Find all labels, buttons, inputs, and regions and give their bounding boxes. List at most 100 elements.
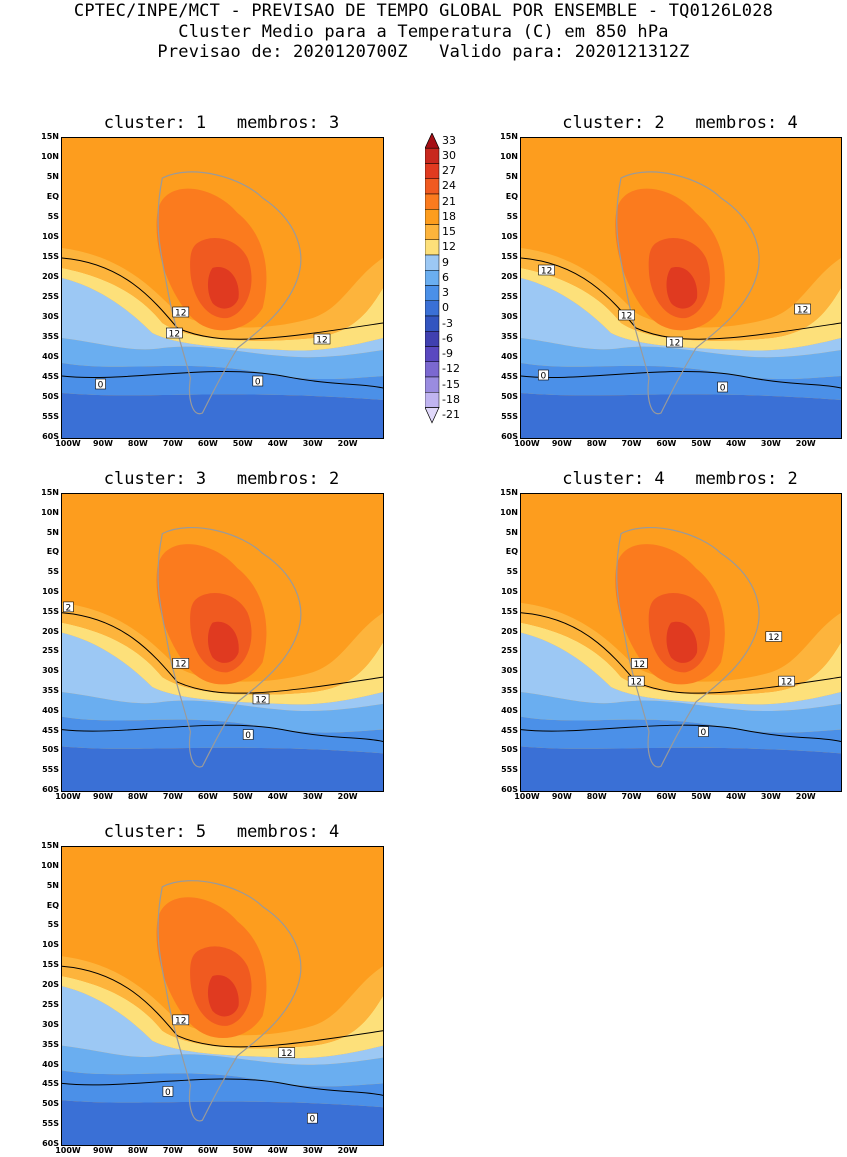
colorbar-swatch: [425, 285, 440, 301]
lon-label: 20W: [795, 792, 816, 801]
lat-label: 30S: [42, 312, 59, 321]
lat-label: 10S: [42, 587, 59, 596]
lat-label: 30S: [42, 1019, 59, 1029]
lat-label: 45S: [501, 372, 518, 381]
colorbar-tick-label: -9: [442, 347, 453, 361]
temperature-band-7: [62, 602, 383, 695]
contour-label-box: [172, 1014, 190, 1026]
contour-label-box: [162, 1086, 174, 1097]
continent-outline: [616, 526, 760, 768]
colorbar-tick-label: 27: [442, 164, 456, 178]
lat-label: 25S: [501, 646, 518, 656]
panel-title-1: cluster: 1 membros: 3: [103, 113, 340, 133]
colorbar-tick-label: 18: [442, 209, 456, 223]
contour-label-box: [278, 1047, 296, 1058]
temperature-band-6: [62, 622, 383, 705]
lat-label: 35S: [42, 332, 59, 341]
contour-label-box: [252, 375, 264, 387]
contour-label-box: [95, 378, 106, 390]
lat-label: EQ: [505, 547, 518, 557]
lat-label: 60S: [42, 785, 59, 794]
contour-label: 12: [175, 309, 186, 319]
lon-label: 80W: [586, 792, 607, 801]
temperature-band-4: [521, 338, 841, 380]
lat-label: 5N: [46, 172, 59, 181]
continent-outline: [157, 880, 302, 1122]
panel-title-4: cluster: 4 membros: 2: [562, 469, 798, 489]
contour-label: 12: [316, 336, 327, 346]
lon-label: 60W: [197, 792, 218, 801]
lat-label: EQ: [46, 900, 59, 910]
temperature-band-7: [521, 602, 841, 695]
lat-label: 15S: [501, 252, 518, 261]
contour-label: 0: [255, 378, 261, 388]
lon-label: 20W: [795, 439, 816, 448]
temperature-band-7: [62, 248, 383, 341]
lon-label: 50W: [232, 1146, 253, 1155]
colorbar-tick-label: 30: [442, 148, 456, 162]
lat-label: 60S: [42, 1139, 59, 1148]
lat-label: 10S: [42, 940, 59, 950]
lat-label: 15N: [41, 132, 59, 141]
temperature-band-4: [62, 1045, 383, 1087]
temperature-band-6: [521, 268, 841, 351]
contour-label: 12: [669, 339, 680, 349]
contour-label: 12: [781, 678, 792, 688]
lat-label: 45S: [42, 372, 59, 381]
temperature-band-2: [521, 393, 841, 438]
lat-label: 5S: [47, 920, 59, 930]
lat-label: 20S: [42, 272, 59, 281]
contour-label-box: [313, 333, 331, 345]
warm-region-3: [666, 267, 698, 309]
lon-label: 20W: [337, 792, 358, 801]
colorbar-bottom-arrow: [425, 407, 440, 424]
continent-outline: [157, 171, 302, 415]
lat-label: 5S: [47, 212, 59, 221]
lat-label: 30S: [501, 312, 518, 321]
lat-label: 60S: [501, 432, 518, 441]
lon-label: 40W: [726, 792, 747, 801]
contour-label-box: [307, 1112, 318, 1124]
colorbar-swatch: [425, 331, 440, 347]
lon-label: 70W: [621, 439, 642, 448]
lat-label: 15S: [42, 252, 59, 261]
lon-label: 90W: [92, 1146, 113, 1155]
temperature-band-6: [62, 268, 383, 351]
lat-label: 35S: [501, 332, 518, 341]
lon-label: 30W: [760, 792, 781, 801]
lat-label: 10N: [41, 152, 59, 161]
continent-outline: [616, 171, 760, 415]
contour-label: 12: [169, 330, 180, 340]
contour-0: [62, 1078, 383, 1096]
contour-label-box: [765, 631, 783, 642]
header-line-1: CPTEC/INPE/MCT - PREVISAO DE TEMPO GLOBA…: [73, 1, 774, 21]
temperature-band-4: [521, 692, 841, 733]
lon-label: 80W: [127, 1146, 148, 1155]
temperature-band-3: [62, 1070, 383, 1108]
colorbar-tick-label: 0: [442, 301, 449, 315]
lat-label: 10S: [501, 232, 518, 241]
temperature-band-5: [521, 278, 841, 358]
colorbar-swatch: [425, 163, 440, 179]
temperature-band-3: [521, 363, 841, 400]
temperature-field-5: 12 12 0 0: [62, 880, 383, 1145]
lon-label: 100W: [55, 439, 81, 448]
colorbar-graphic: [425, 133, 440, 424]
colorbar-swatch: [425, 209, 440, 225]
temperature-band-5: [62, 986, 383, 1065]
temperature-band-2: [521, 746, 841, 791]
lat-label: 45S: [42, 1079, 59, 1089]
contour-label-box: [252, 693, 270, 705]
lon-label: 50W: [691, 792, 712, 801]
colorbar-tick-label: 6: [442, 270, 449, 284]
lat-label: 50S: [42, 1099, 59, 1109]
temperature-band-4: [62, 338, 383, 380]
colorbar-tick-label: 12: [442, 240, 456, 254]
lat-label: 10N: [41, 507, 59, 517]
lon-label: 60W: [656, 439, 677, 448]
lon-label: 60W: [197, 1146, 218, 1155]
colorbar-swatch: [425, 224, 440, 240]
contour-label: 12: [281, 1049, 292, 1059]
contour-label-box: [538, 264, 555, 276]
temperature-band-3: [62, 716, 383, 754]
